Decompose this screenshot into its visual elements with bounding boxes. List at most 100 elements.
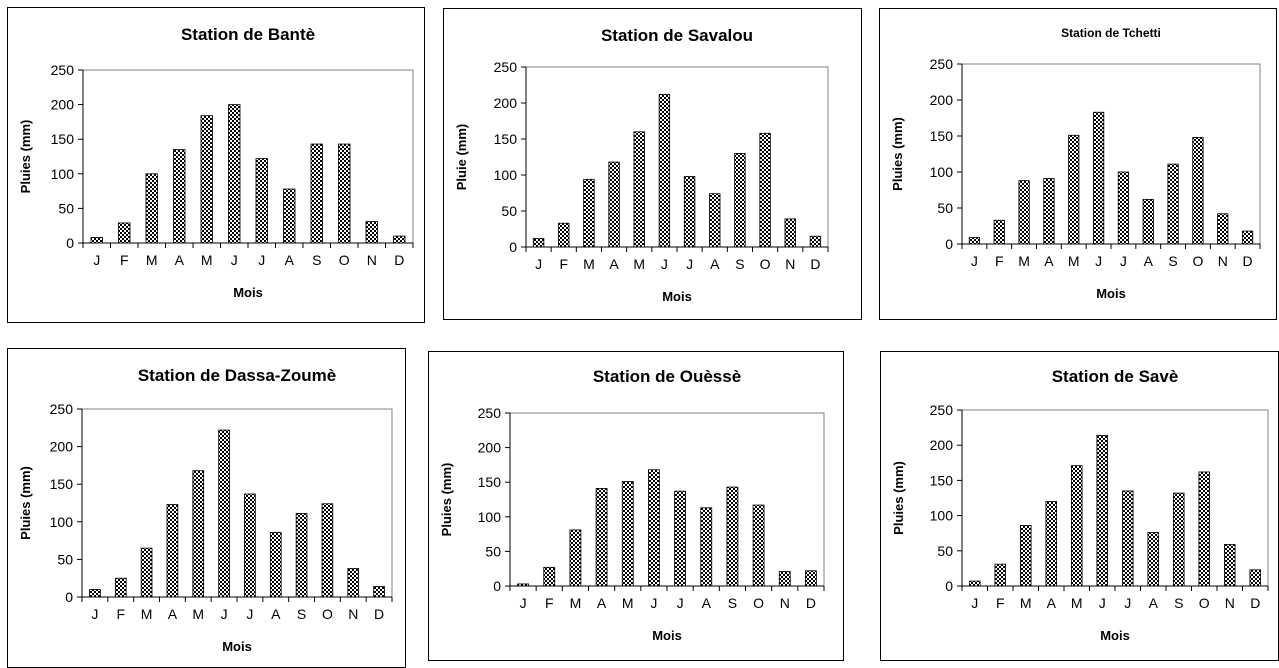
x-tick-label: O [339, 252, 350, 268]
bar [1147, 532, 1160, 587]
x-tick-label: M [622, 595, 634, 611]
x-tick-label: J [231, 252, 238, 268]
bar [173, 149, 186, 244]
bar [1198, 471, 1211, 587]
bar [140, 547, 153, 598]
bar [166, 504, 179, 598]
x-tick-label: M [633, 256, 645, 272]
x-tick-label: J [1120, 253, 1127, 269]
y-tick-label: 50 [937, 543, 953, 559]
bar [1068, 134, 1080, 245]
x-tick-label: A [271, 606, 281, 622]
y-tick-label: 50 [58, 200, 74, 216]
plot-area [961, 409, 1269, 587]
x-tick-label: S [735, 256, 744, 272]
bar [1096, 434, 1109, 587]
x-tick-label: J [971, 253, 978, 269]
x-tick-label: A [609, 256, 619, 272]
x-tick-label: M [1020, 595, 1032, 611]
y-tick-label: 250 [51, 62, 75, 78]
plot-area [961, 63, 1261, 245]
x-tick-label: N [780, 595, 790, 611]
bar [778, 571, 791, 587]
bar [658, 93, 671, 248]
x-tick-label: S [728, 595, 737, 611]
bar [1043, 178, 1055, 245]
bar [321, 503, 334, 598]
bar [192, 470, 205, 598]
bar [633, 131, 645, 248]
bar [1045, 501, 1058, 587]
bar [759, 132, 771, 248]
x-tick-label: F [996, 595, 1005, 611]
x-tick-label: J [91, 606, 98, 622]
x-tick-label: J [650, 595, 657, 611]
x-tick-label: F [995, 253, 1004, 269]
bar [283, 188, 296, 244]
x-tick-label: A [702, 595, 712, 611]
y-tick-label: 100 [930, 164, 954, 180]
x-tick-label: J [258, 252, 265, 268]
x-tick-label: J [1095, 253, 1102, 269]
bar [373, 586, 385, 598]
x-tick-label: F [116, 606, 125, 622]
x-tick-label: M [1018, 253, 1030, 269]
x-tick-label: D [394, 252, 404, 268]
bar [244, 493, 256, 598]
x-tick-label: A [285, 252, 295, 268]
bar [805, 570, 817, 587]
bar [1249, 569, 1262, 587]
x-tick-label: M [1071, 595, 1083, 611]
bar [726, 486, 739, 587]
chart-panel-bante: Station de Bantè 0 50 100 150 200 250 J F M A M J J A S… [7, 7, 425, 323]
y-axis-label: Pluies (mm) [439, 463, 454, 537]
x-tick-label: A [1047, 595, 1057, 611]
x-tick-label: J [686, 256, 693, 272]
bar [255, 158, 268, 244]
y-axis-label: Pluie (mm) [454, 124, 469, 190]
chart-title: Station de Dassa-Zoumè [138, 366, 336, 385]
y-tick-label: 0 [945, 578, 953, 594]
y-axis-label: Pluies (mm) [890, 117, 905, 191]
y-tick-label: 50 [485, 543, 501, 559]
bar [734, 152, 746, 248]
x-tick-label: J [535, 256, 542, 272]
y-tick-label: 150 [930, 128, 954, 144]
y-axis-label: Pluies (mm) [18, 120, 33, 194]
y-tick-label: 50 [57, 551, 73, 567]
x-tick-label: D [810, 256, 820, 272]
bar [145, 173, 158, 244]
bar [608, 161, 620, 248]
x-tick-label: D [1250, 595, 1260, 611]
bar [994, 563, 1007, 587]
x-tick-label: J [221, 606, 228, 622]
y-tick-label: 50 [937, 200, 953, 216]
x-tick-label: N [785, 256, 795, 272]
y-axis-label: Pluies (mm) [18, 466, 33, 540]
y-tick-label: 250 [478, 405, 502, 421]
bar [583, 178, 595, 248]
x-tick-label: J [677, 595, 684, 611]
bar [1142, 198, 1154, 245]
bar [968, 237, 981, 245]
y-tick-label: 250 [930, 402, 954, 418]
bar [683, 176, 696, 248]
y-tick-label: 100 [50, 514, 74, 530]
x-axis-label: Mois [222, 639, 252, 654]
x-axis-label: Mois [233, 285, 263, 300]
x-tick-label: F [545, 595, 554, 611]
x-tick-label: M [570, 595, 582, 611]
x-tick-label: J [93, 252, 100, 268]
y-tick-label: 200 [51, 97, 75, 113]
y-tick-label: 100 [494, 167, 518, 183]
bar [517, 583, 529, 587]
x-tick-label: A [1149, 595, 1159, 611]
bar [295, 513, 308, 598]
bar [700, 507, 713, 587]
bar [1192, 137, 1204, 245]
x-tick-label: A [1144, 253, 1154, 269]
plot-area [82, 69, 414, 244]
x-tick-label: J [1124, 595, 1131, 611]
